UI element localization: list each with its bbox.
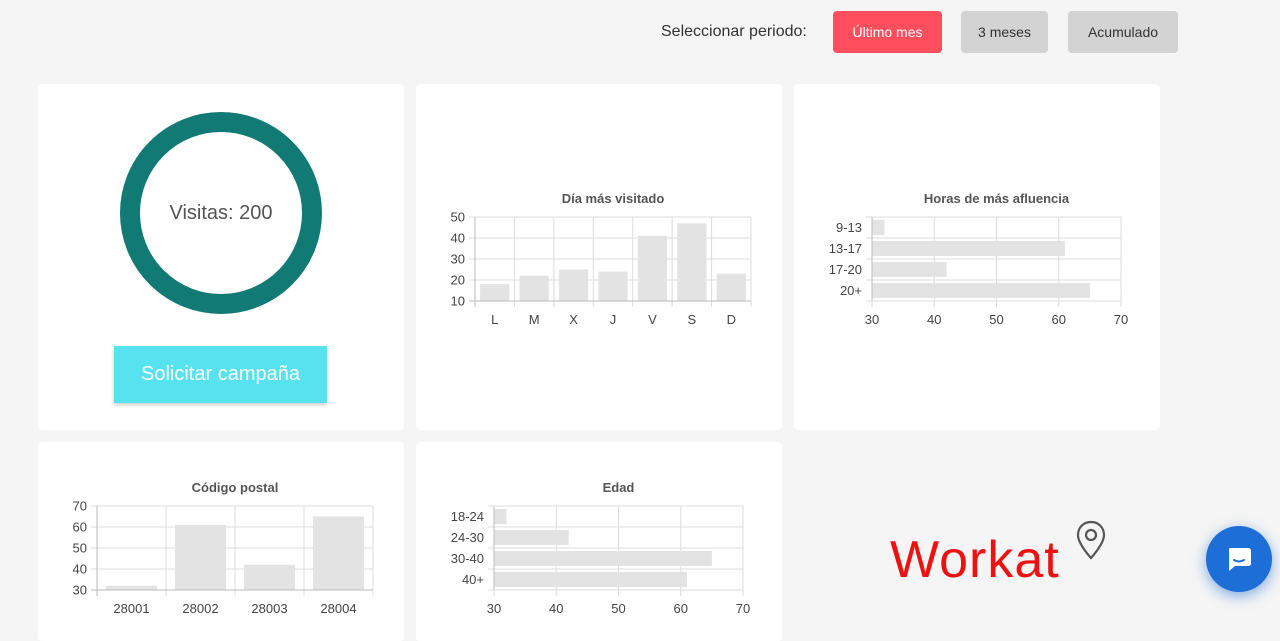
- chat-bubble-icon: [1229, 548, 1251, 571]
- x-tick-label: 70: [736, 601, 750, 616]
- brand-name: Workat: [890, 531, 1060, 589]
- x-tick-label: 70: [1114, 312, 1128, 327]
- x-tick-label: L: [491, 312, 498, 327]
- x-tick-label: M: [529, 312, 540, 327]
- x-tick-label: 50: [989, 312, 1003, 327]
- y-tick-label: 60: [73, 520, 87, 535]
- bar-V: [637, 235, 668, 301]
- bar-40+: [494, 571, 687, 588]
- postal-code-chart-card: Código postal 30 40 50 60 70 28001 28002 28003 28…: [38, 442, 404, 641]
- bar-24-30: [494, 529, 569, 546]
- y-tick-label: 40: [73, 562, 87, 577]
- y-tick-label: 30: [73, 583, 87, 598]
- x-tick-label: 28002: [182, 601, 218, 616]
- workat-logo: Workat: [885, 520, 1115, 600]
- bar-28004: [312, 516, 365, 590]
- x-tick-label: D: [727, 312, 736, 327]
- x-tick-label: 60: [1052, 312, 1066, 327]
- bar-28003: [243, 564, 296, 590]
- x-tick-label: 40: [549, 601, 563, 616]
- y-tick-label: 13-17: [829, 241, 862, 256]
- bar-L: [480, 284, 510, 301]
- bar-17-20: [872, 261, 947, 278]
- day-chart-card: Día más visitado 10 20 30 40 50 L M X J V S D: [416, 84, 782, 430]
- bar-M: [519, 275, 549, 301]
- x-tick-label: 28001: [113, 601, 149, 616]
- x-tick-label: 30: [865, 312, 879, 327]
- location-pin-icon: [1076, 520, 1106, 560]
- request-campaign-button[interactable]: Solicitar campaña: [114, 346, 327, 403]
- chart-title: Código postal: [192, 480, 279, 495]
- x-tick-label: J: [610, 312, 617, 327]
- x-tick-label: X: [569, 312, 578, 327]
- bar-30-40: [494, 550, 712, 567]
- bar-9-13: [872, 219, 885, 236]
- y-tick-label: 50: [451, 210, 465, 225]
- x-tick-label: 40: [927, 312, 941, 327]
- peak-hours-chart: Horas de más afluencia 30 40 50 60 70 9-13 13-1…: [829, 191, 1128, 327]
- x-tick-label: 28004: [320, 601, 356, 616]
- age-chart: Edad 30 40 50 60 70 18-24 24-30 30-40 40+: [451, 480, 750, 616]
- bar-X: [558, 269, 589, 301]
- y-tick-label: 40+: [462, 572, 484, 587]
- x-tick-label: 60: [674, 601, 688, 616]
- chat-button[interactable]: [1206, 526, 1272, 592]
- period-accumulated-button[interactable]: Acumulado: [1068, 11, 1178, 53]
- y-tick-label: 50: [73, 541, 87, 556]
- y-tick-label: 40: [451, 231, 465, 246]
- bar-28001: [105, 585, 158, 590]
- hours-chart-card: Horas de más afluencia 30 40 50 60 70 9-13 13-1…: [794, 84, 1160, 430]
- bar-J: [598, 271, 628, 301]
- period-label: Seleccionar periodo:: [661, 23, 807, 40]
- y-tick-label: 17-20: [829, 262, 862, 277]
- y-tick-label: 30: [451, 252, 465, 267]
- period-selector: Seleccionar periodo: Último mes 3 meses …: [0, 11, 1280, 53]
- x-tick-label: 50: [611, 601, 625, 616]
- period-3-months-button[interactable]: 3 meses: [961, 11, 1048, 53]
- y-tick-label: 30-40: [451, 551, 484, 566]
- bar-13-17: [872, 240, 1065, 257]
- x-tick-label: V: [648, 312, 657, 327]
- y-tick-label: 24-30: [451, 530, 484, 545]
- bar-20+: [872, 282, 1090, 299]
- chart-title: Día más visitado: [562, 191, 665, 206]
- period-last-month-button[interactable]: Último mes: [833, 11, 942, 53]
- bar-D: [716, 273, 746, 301]
- day-visited-chart: Día más visitado 10 20 30 40 50 L M X J V S D: [451, 191, 752, 327]
- age-chart-card: Edad 30 40 50 60 70 18-24 24-30 30-40 40+: [416, 442, 782, 641]
- visits-ring: Visitas: 200: [120, 112, 322, 314]
- y-tick-label: 20: [451, 273, 465, 288]
- y-tick-label: 70: [73, 499, 87, 514]
- y-tick-label: 18-24: [451, 509, 484, 524]
- y-tick-label: 10: [451, 294, 465, 309]
- chart-title: Horas de más afluencia: [924, 191, 1070, 206]
- chart-title: Edad: [603, 480, 635, 495]
- postal-code-chart: Código postal 30 40 50 60 70 28001 28002 28003 28…: [73, 480, 374, 616]
- bar-28002: [174, 524, 227, 590]
- x-tick-label: 28003: [251, 601, 287, 616]
- visits-count: Visitas: 200: [169, 201, 273, 224]
- bar-S: [677, 223, 707, 301]
- y-tick-label: 20+: [840, 283, 862, 298]
- x-tick-label: 30: [487, 601, 501, 616]
- bar-18-24: [494, 508, 507, 525]
- x-tick-label: S: [688, 312, 697, 327]
- y-tick-label: 9-13: [836, 220, 862, 235]
